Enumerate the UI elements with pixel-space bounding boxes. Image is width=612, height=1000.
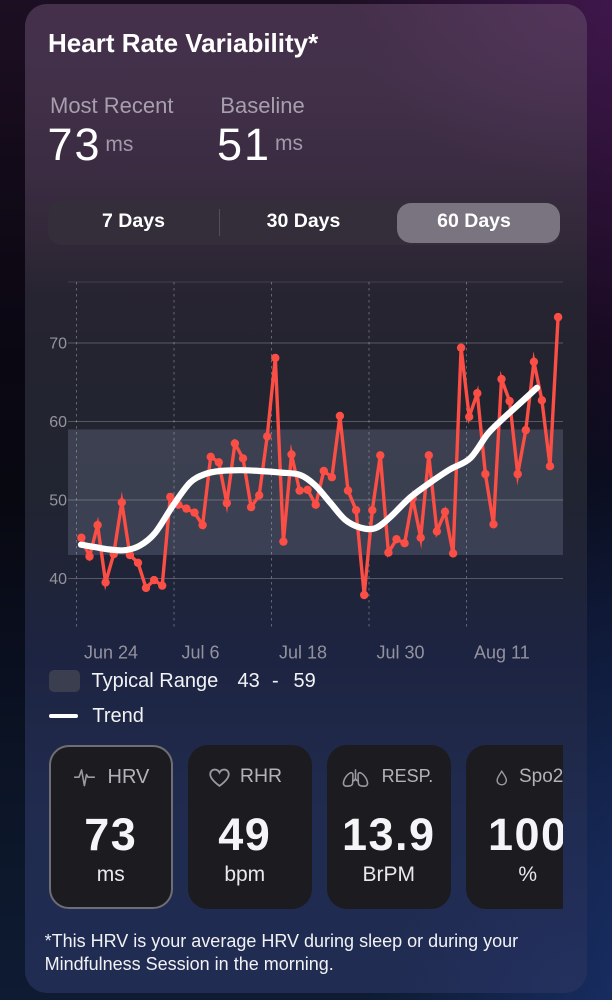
svg-text:40: 40 [49,571,67,588]
svg-text:Jul 18: Jul 18 [279,643,327,663]
svg-text:Aug 11: Aug 11 [474,643,530,663]
svg-text:60: 60 [49,414,67,431]
svg-text:50: 50 [49,493,67,510]
svg-text:Jul 30: Jul 30 [377,643,425,663]
svg-text:70: 70 [49,336,67,353]
svg-text:Jul 6: Jul 6 [182,643,220,663]
svg-text:Jun 24: Jun 24 [84,643,138,663]
